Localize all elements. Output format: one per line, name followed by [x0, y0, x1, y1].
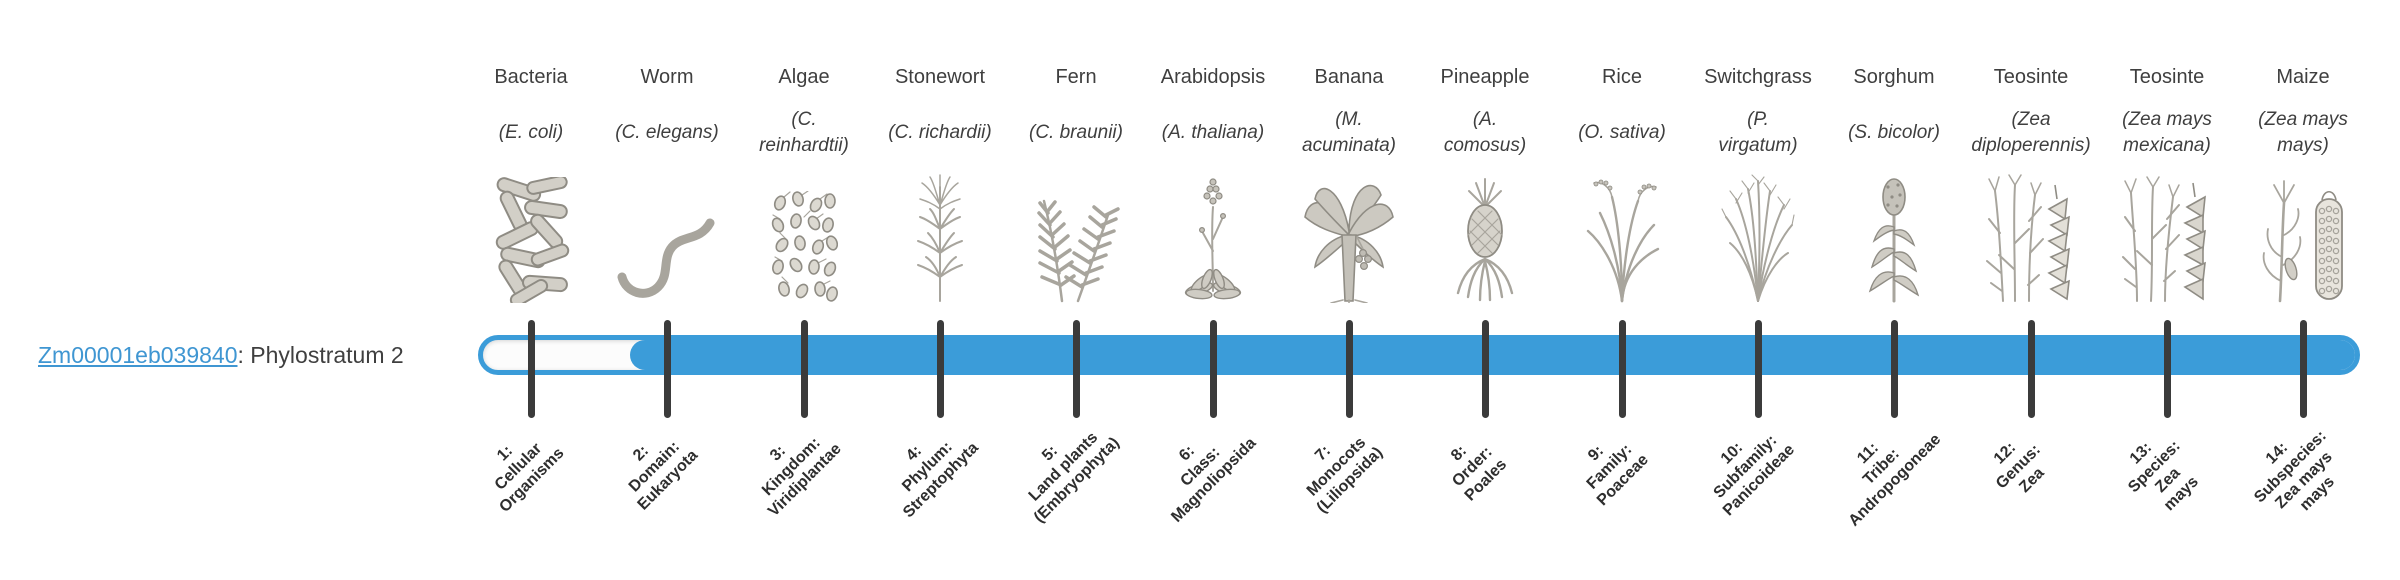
organism-name: Fern: [1055, 66, 1097, 88]
arabidopsis-icon: [1138, 165, 1288, 303]
organism-scientific-name: (Zea mays mexicana): [2122, 109, 2212, 156]
phylostratum-tick: [1890, 320, 1898, 418]
organism-column-stonewort: Stonewort (C. richardii) 4: Phylum: Stre…: [865, 0, 1015, 580]
organism-column-switchgrass: Switchgrass (P. virgatum) 10: Subfamily:…: [1683, 0, 1833, 580]
organism-column-sorghum: Sorghum (S. bicolor) 11: Tribe: Andropog…: [1819, 0, 1969, 580]
phylostratum-tick: [527, 320, 535, 418]
phylostratum-tick: [1345, 320, 1353, 418]
phylostratum-tick: [1618, 320, 1626, 418]
rice-icon: [1547, 165, 1697, 303]
fern-icon: [1001, 165, 1151, 303]
timeline-bar-fill: [630, 340, 2355, 370]
organism-column-pineapple: Pineapple (A. comosus) 8: Order: Poales: [1410, 0, 1560, 580]
organism-scientific-name: (A. thaliana): [1161, 122, 1265, 143]
organism-scientific-name: (Zea mays mays): [2258, 109, 2348, 156]
banana-icon: [1274, 165, 1424, 303]
organism-column-maize: Maize (Zea mays mays): [2228, 0, 2378, 580]
organism-scientific-name: (P. virgatum): [1718, 109, 1798, 156]
phylostratum-tick: [936, 320, 944, 418]
teosinte-diploperennis-icon: [1956, 165, 2106, 303]
organism-name: Maize: [2276, 66, 2330, 88]
phylostratum-label: 14: Subspecies: Zea mays mays: [2251, 427, 2338, 515]
organism-column-banana: Banana (M. acuminata) 7: Monocots (Lilio…: [1274, 0, 1424, 580]
organism-name: Sorghum: [1853, 66, 1935, 88]
phylostratum-label: 5: Land plants (Embryophyta): [1025, 429, 1123, 527]
worm-icon: [592, 165, 742, 303]
organism-scientific-name: (O. sativa): [1578, 122, 1666, 143]
phylostratum-label: 8: Order: Poales: [1447, 442, 1511, 505]
phylostratum-label: 3: Kingdom: Viridiplantae: [759, 434, 845, 521]
organism-scientific-name: (A. comosus): [1443, 109, 1527, 156]
organism-name: Arabidopsis: [1160, 66, 1266, 88]
organism-column-teosinte-diploperennis: Teosinte (Zea diploperennis): [1956, 0, 2106, 580]
sorghum-icon: [1819, 165, 1969, 303]
phylostratum-tick: [1209, 320, 1217, 418]
bacteria-icon: [456, 165, 606, 303]
algae-icon: [729, 165, 879, 303]
organism-scientific-name: (C. reinhardtii): [759, 109, 849, 156]
phylostratum-tick: [663, 320, 671, 418]
teosinte-mexicana-icon: [2092, 165, 2242, 303]
phylostratum-label: 7: Monocots (Liliopsida): [1303, 434, 1387, 517]
organism-column-rice: Rice (O. sativa) 9: Family: Poaceae: [1547, 0, 1697, 580]
organism-scientific-name: (E. coli): [498, 122, 564, 143]
organism-name: Rice: [1601, 66, 1642, 88]
phylostratum-label: 12: Genus: Zea: [1990, 439, 2048, 497]
gene-label: Zm00001eb039840: Phylostratum 2: [38, 342, 404, 369]
organism-name: Pineapple: [1440, 66, 1530, 88]
pineapple-icon: [1410, 165, 1560, 303]
organism-name: Stonewort: [894, 66, 986, 88]
organism-name: Switchgrass: [1704, 66, 1812, 88]
organism-scientific-name: (C. braunii): [1029, 122, 1123, 143]
organism-scientific-name: (S. bicolor): [1848, 122, 1940, 143]
organism-column-arabidopsis: Arabidopsis (A. thaliana): [1138, 0, 1288, 580]
phylostratum-label: 9: Family: Poaceae: [1583, 441, 1652, 510]
gene-link[interactable]: Zm00001eb039840: [38, 342, 238, 368]
organism-column-bacteria: Bacteria (E. coli) 1: Cellular Organisms: [456, 0, 606, 580]
organism-scientific-name: (M. acuminata): [1302, 109, 1396, 156]
phylostratum-label: 4: Phylum: Streptophyta: [899, 438, 982, 522]
phylostratum-tick: [1754, 320, 1762, 418]
organism-column-fern: Fern (C. braunii) 5: Land plants (Embryo…: [1001, 0, 1151, 580]
organism-name: Teosinte: [1993, 66, 2069, 88]
organism-name: Banana: [1314, 66, 1384, 88]
phylostratum-tick: [2163, 320, 2171, 418]
phylostratum-label: 10: Subfamily: Panicoideae: [1710, 431, 1798, 520]
organism-name: Algae: [778, 66, 830, 88]
organism-name: Bacteria: [494, 66, 568, 88]
phylostratum-label: 2: Domain: Eukaryota: [625, 438, 702, 514]
phylostratum-tick: [2027, 320, 2035, 418]
organism-column-worm: Worm (C. elegans) 2: Domain: Eukaryota: [592, 0, 742, 580]
stonewort-icon: [865, 165, 1015, 303]
phylostratum-label: 11: Tribe: Andropogoneae: [1845, 430, 1945, 530]
phylostratum-label: 13: Species: Zea mays: [2125, 437, 2202, 515]
organism-scientific-name: (C. elegans): [615, 122, 719, 143]
phylostratum-tick: [2299, 320, 2307, 418]
phylostratum-tick: [800, 320, 808, 418]
maize-icon: [2228, 165, 2378, 303]
gene-phylostratum-text: : Phylostratum 2: [237, 342, 404, 368]
switchgrass-icon: [1683, 165, 1833, 303]
organism-name: Teosinte: [2129, 66, 2205, 88]
phylostratum-tick: [1481, 320, 1489, 418]
organism-column-algae: Algae (C. reinhardtii): [729, 0, 879, 580]
phylostratum-label: 6: Class: Magnoliopsida: [1168, 434, 1260, 526]
phylostratum-label: 1: Cellular Organisms: [491, 440, 568, 516]
organism-column-teosinte-mexicana: Teosinte (Zea mays mexicana): [2092, 0, 2242, 580]
timeline-bar: [478, 335, 2360, 375]
organism-scientific-name: (C. richardii): [888, 122, 992, 143]
organism-name: Worm: [640, 66, 694, 88]
phylostratum-tick: [1072, 320, 1080, 418]
organism-scientific-name: (Zea diploperennis): [1971, 109, 2091, 156]
